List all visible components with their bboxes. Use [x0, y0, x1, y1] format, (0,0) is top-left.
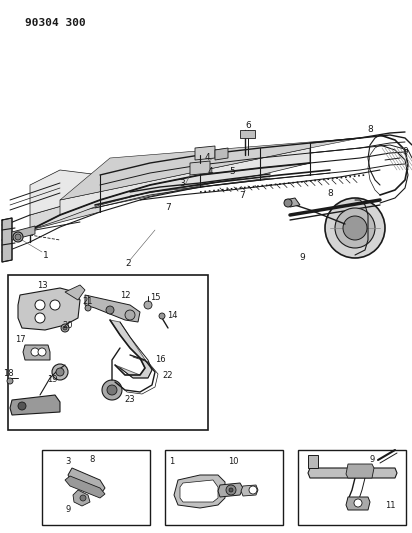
Circle shape — [35, 300, 45, 310]
Text: 17: 17 — [15, 335, 25, 344]
Circle shape — [343, 216, 367, 240]
Polygon shape — [65, 476, 105, 498]
Bar — [42, 450, 150, 525]
Polygon shape — [308, 455, 318, 468]
Text: 8: 8 — [89, 456, 95, 464]
Text: 23: 23 — [125, 395, 135, 405]
Circle shape — [107, 385, 117, 395]
Polygon shape — [241, 485, 258, 496]
Circle shape — [325, 198, 385, 258]
Circle shape — [7, 378, 13, 384]
Text: 5: 5 — [229, 167, 235, 176]
Circle shape — [85, 305, 91, 311]
Text: 7: 7 — [239, 191, 245, 200]
Text: 90304 300: 90304 300 — [25, 18, 86, 28]
Circle shape — [63, 326, 67, 330]
Polygon shape — [85, 295, 140, 322]
Polygon shape — [218, 483, 243, 497]
Circle shape — [125, 310, 135, 320]
Text: 1: 1 — [43, 251, 49, 260]
Text: 19: 19 — [47, 376, 57, 384]
Polygon shape — [65, 285, 85, 300]
Circle shape — [159, 313, 165, 319]
Text: 20: 20 — [63, 320, 73, 329]
Text: 7: 7 — [165, 204, 171, 213]
Text: 4: 4 — [207, 167, 213, 176]
Circle shape — [335, 208, 375, 248]
Circle shape — [284, 199, 292, 207]
Circle shape — [354, 499, 362, 507]
Circle shape — [13, 232, 23, 242]
Circle shape — [15, 234, 21, 240]
Text: 9: 9 — [66, 505, 70, 514]
Text: 3: 3 — [179, 179, 185, 188]
Text: 2: 2 — [125, 259, 131, 268]
Circle shape — [31, 348, 39, 356]
Polygon shape — [195, 146, 215, 160]
Polygon shape — [18, 288, 80, 330]
Circle shape — [18, 402, 26, 410]
Text: 21: 21 — [83, 297, 93, 306]
Text: 1: 1 — [169, 457, 175, 466]
Text: 14: 14 — [167, 311, 177, 319]
Polygon shape — [10, 395, 60, 415]
Circle shape — [52, 364, 68, 380]
Polygon shape — [346, 497, 370, 510]
Text: 13: 13 — [37, 280, 47, 289]
Polygon shape — [30, 195, 100, 230]
Text: 22: 22 — [163, 370, 173, 379]
Circle shape — [80, 495, 86, 501]
Text: 12: 12 — [120, 290, 130, 300]
Polygon shape — [240, 130, 255, 138]
Bar — [8, 275, 208, 430]
Polygon shape — [30, 170, 100, 215]
Text: 8: 8 — [367, 125, 373, 134]
Text: 3: 3 — [66, 457, 71, 466]
Polygon shape — [2, 218, 12, 262]
Text: 6: 6 — [245, 122, 251, 131]
Polygon shape — [73, 490, 90, 506]
Text: 8: 8 — [327, 189, 333, 198]
Polygon shape — [60, 138, 360, 200]
Circle shape — [35, 313, 45, 323]
Circle shape — [106, 306, 114, 314]
Text: 11: 11 — [385, 500, 395, 510]
Circle shape — [38, 348, 46, 356]
Polygon shape — [215, 148, 228, 160]
Circle shape — [229, 488, 233, 492]
Text: 15: 15 — [150, 294, 160, 303]
Polygon shape — [68, 468, 105, 495]
Circle shape — [144, 301, 152, 309]
Circle shape — [50, 300, 60, 310]
Polygon shape — [110, 320, 152, 378]
Text: 4: 4 — [204, 154, 210, 163]
Text: 10: 10 — [228, 457, 238, 466]
Polygon shape — [180, 480, 218, 502]
Circle shape — [249, 486, 257, 494]
Circle shape — [226, 485, 236, 495]
Polygon shape — [346, 464, 374, 478]
Text: 16: 16 — [154, 356, 165, 365]
Polygon shape — [308, 468, 397, 478]
Circle shape — [56, 368, 64, 376]
Polygon shape — [285, 198, 300, 207]
Text: 9: 9 — [402, 148, 408, 157]
Polygon shape — [174, 475, 225, 508]
Text: 9: 9 — [370, 456, 375, 464]
Bar — [165, 450, 283, 525]
Bar — [298, 450, 406, 525]
Polygon shape — [30, 163, 310, 230]
Polygon shape — [60, 148, 310, 215]
Polygon shape — [12, 226, 35, 240]
Text: 18: 18 — [3, 368, 13, 377]
Circle shape — [61, 324, 69, 332]
Text: 9: 9 — [299, 254, 305, 262]
Polygon shape — [23, 345, 50, 360]
Polygon shape — [190, 161, 210, 175]
Circle shape — [102, 380, 122, 400]
